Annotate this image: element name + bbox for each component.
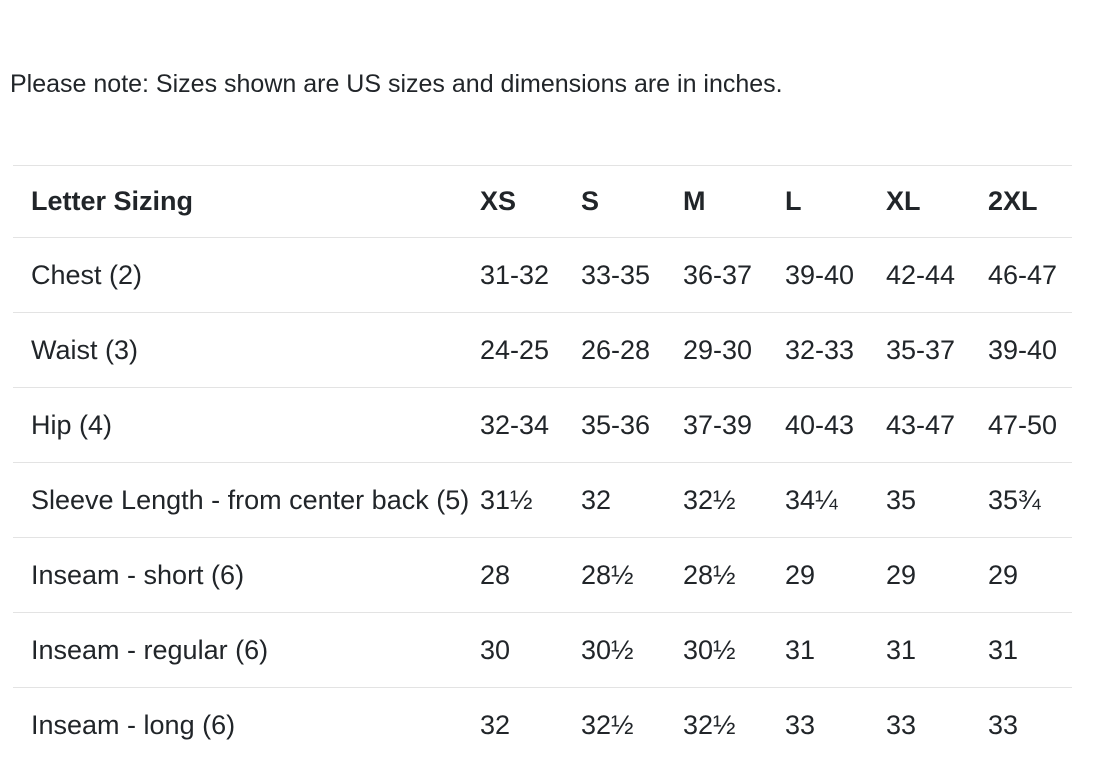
- table-row: Inseam - short (6) 28 28½ 28½ 29 29 29: [13, 537, 1072, 613]
- column-header-size: M: [683, 165, 785, 238]
- size-value-cell: 31½: [480, 462, 581, 538]
- row-label: Inseam - regular (6): [13, 612, 480, 688]
- size-value-cell: 35: [886, 462, 988, 538]
- size-value-cell: 33: [785, 709, 816, 740]
- size-value-cell: 32½: [683, 462, 785, 538]
- row-label: Waist (3): [13, 312, 480, 388]
- size-value-cell: 31: [988, 612, 1072, 688]
- size-value-cell: 46-47: [988, 237, 1072, 313]
- table-row: Hip (4) 32-34 35-36 37-39 40-43 43-47 47-50: [13, 387, 1072, 463]
- column-header-size: 2XL: [988, 165, 1072, 238]
- size-value-cell: 36-37: [683, 237, 785, 313]
- size-value-cell: 35-36: [581, 387, 683, 463]
- size-value-cell: 29: [988, 537, 1072, 613]
- size-chart-body: Chest (2) 31-32 33-35 36-37 39-40 42-44 46-47 W…: [13, 237, 1072, 763]
- size-value-cell: 33: [886, 709, 917, 740]
- column-header-size: L: [785, 165, 886, 238]
- row-label: Chest (2): [13, 237, 480, 313]
- size-value-cell: 42-44: [886, 237, 988, 313]
- size-value-cell: 33: [988, 709, 1019, 740]
- column-header-size: XS: [480, 165, 581, 238]
- size-value-cell: 24-25: [480, 312, 581, 388]
- size-value-cell: 31-32: [480, 237, 581, 313]
- size-value-cell: 35-37: [886, 312, 988, 388]
- size-value-cell: 30½: [581, 612, 683, 688]
- size-value-cell: 29: [785, 537, 886, 613]
- size-value-cell: 32-34: [480, 387, 581, 463]
- size-value-cell: 33-35: [581, 237, 683, 313]
- size-chart-table: Letter Sizing XS S M L XL 2XL Chest (2) 31-32 33…: [13, 165, 1072, 762]
- size-value-cell: 29: [886, 537, 988, 613]
- size-value-cell: 28½: [683, 537, 785, 613]
- size-value-cell: 47-50: [988, 387, 1072, 463]
- column-header-label: Letter Sizing: [13, 165, 480, 238]
- size-value-cell: 31: [785, 612, 886, 688]
- size-value-cell: 30: [480, 612, 581, 688]
- size-value-cell: 32: [581, 462, 683, 538]
- table-header-row: Letter Sizing XS S M L XL 2XL: [13, 165, 1072, 238]
- row-label: Inseam - long (6): [31, 709, 236, 740]
- table-row: Sleeve Length - from center back (5) 31½ 3…: [13, 462, 1072, 538]
- size-value-cell: 28½: [581, 537, 683, 613]
- row-label: Hip (4): [13, 387, 480, 463]
- size-value-cell: 31: [886, 612, 988, 688]
- size-value-cell: 40-43: [785, 387, 886, 463]
- size-value-cell: 39-40: [785, 237, 886, 313]
- size-value-cell: 28: [480, 537, 581, 613]
- column-header-size: S: [581, 165, 683, 238]
- size-value-cell: 37-39: [683, 387, 785, 463]
- size-value-cell: 32-33: [785, 312, 886, 388]
- size-value-cell: 30½: [683, 612, 785, 688]
- size-value-cell: 32: [480, 709, 511, 740]
- size-value-cell: 32½: [581, 709, 634, 740]
- size-value-cell: 43-47: [886, 387, 988, 463]
- size-value-cell: 32½: [683, 709, 736, 740]
- column-header-size: XL: [886, 165, 988, 238]
- size-value-cell: 35¾: [988, 462, 1072, 538]
- size-value-cell: 26-28: [581, 312, 683, 388]
- table-row: Inseam - long (6) 32 32½ 32½ 33 33 33: [13, 688, 1072, 763]
- table-row: Waist (3) 24-25 26-28 29-30 32-33 35-37 39-40: [13, 312, 1072, 388]
- size-value-cell: 29-30: [683, 312, 785, 388]
- size-value-cell: 39-40: [988, 312, 1072, 388]
- table-row: Inseam - regular (6) 30 30½ 30½ 31 31 31: [13, 612, 1072, 688]
- sizing-note-text: Please note: Sizes shown are US sizes an…: [10, 70, 783, 98]
- size-value-cell: 34¼: [785, 462, 886, 538]
- row-label: Inseam - short (6): [13, 537, 480, 613]
- table-row: Chest (2) 31-32 33-35 36-37 39-40 42-44 46-47: [13, 237, 1072, 313]
- row-label: Sleeve Length - from center back (5): [13, 462, 480, 538]
